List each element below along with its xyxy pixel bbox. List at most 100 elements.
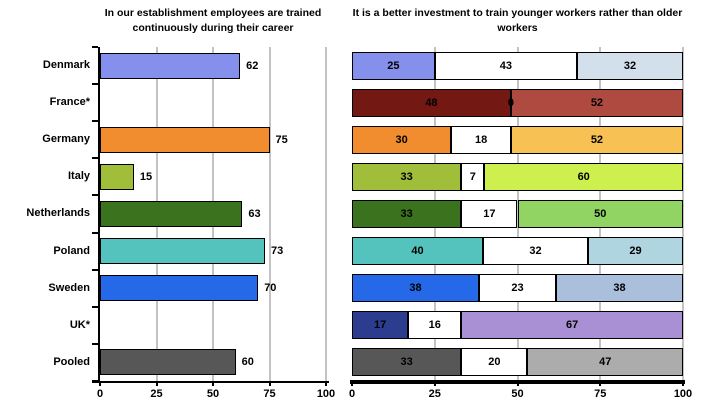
stack-segment-2-sweden <box>479 274 556 303</box>
stack-segment-value-label: 33 <box>400 207 413 220</box>
y-axis-tick <box>92 157 98 160</box>
y-axis-tick <box>92 342 98 345</box>
x-axis-tick-75 <box>268 381 271 386</box>
stack-segment-value-label: 33 <box>400 356 413 369</box>
x-axis-tick-label-50: 50 <box>511 388 524 400</box>
stack-segment-value-label: 25 <box>387 59 400 72</box>
category-label-pooled: Pooled <box>53 355 90 368</box>
bar-value-label: 62 <box>246 59 259 72</box>
stack-segment-2-denmark <box>434 51 578 80</box>
stack-segment-value-label: 33 <box>400 170 413 183</box>
y-axis-tick <box>92 46 98 48</box>
stack-segment-value-label: 17 <box>374 319 387 332</box>
stack-segment-1-france <box>352 88 511 117</box>
bar-poland <box>100 238 265 265</box>
stack-segment-value-label: 47 <box>599 356 612 369</box>
stack-segment-2-pooled <box>461 348 528 377</box>
bar-pooled <box>100 349 236 376</box>
category-label-denmark: Denmark <box>42 59 90 71</box>
category-label-france: France* <box>49 96 90 109</box>
stack-segment-3-denmark <box>577 51 683 80</box>
x-axis-line <box>92 381 329 383</box>
category-label-germany: Germany <box>42 133 90 146</box>
stack-segment-1-pooled <box>352 348 462 377</box>
right-chart-title: It is a better investment to train young… <box>352 7 683 34</box>
category-label-netherlands: Netherlands <box>26 207 90 220</box>
stack-segment-3-germany <box>510 125 683 154</box>
stack-segment-value-label: 60 <box>577 170 590 183</box>
stack-segment-2-germany <box>451 125 511 154</box>
x-axis-line <box>350 380 685 384</box>
stack-segment-value-label: 20 <box>488 356 501 369</box>
category-label-italy: Italy <box>67 170 90 183</box>
stack-segment-value-label: 52 <box>590 96 604 109</box>
stack-segment-3-italy <box>484 162 683 191</box>
stack-segment-value-label: 7 <box>469 170 476 183</box>
x-axis-tick-50 <box>212 381 214 386</box>
bar-value-label: 73 <box>270 245 284 258</box>
left-chart-title: In our establishment employees are train… <box>104 7 322 34</box>
x-axis-tick-label-0: 0 <box>348 388 356 400</box>
x-axis-tick-100 <box>325 381 327 386</box>
stack-segment-3-sweden <box>555 274 683 303</box>
y-axis-tick <box>92 380 98 382</box>
stack-segment-value-label: 32 <box>529 245 542 258</box>
stack-segment-value-label: 50 <box>594 207 607 220</box>
x-axis-tick-label-25: 25 <box>428 388 441 400</box>
stack-segment-1-poland <box>352 237 484 266</box>
bar-netherlands <box>100 200 243 227</box>
stack-segment-3-netherlands <box>517 199 683 228</box>
left-plot-area: 0 25 50 75 100 62 75 15 63 73 70 60 <box>92 46 335 400</box>
y-axis-tick <box>92 120 98 123</box>
x-axis-tick-label-75: 75 <box>594 388 607 400</box>
right-plot-area: 0 25 50 75 100 25 43 32 48 0 52 30 18 52 33 7 60 33 17 50 40… <box>349 47 692 400</box>
stack-segment-3-uk <box>461 311 683 340</box>
x-axis-tick-label-25: 25 <box>150 388 163 400</box>
bar-value-label: 63 <box>248 207 261 220</box>
stack-segment-value-label: 18 <box>474 133 488 146</box>
x-axis-tick-label-50: 50 <box>206 388 220 400</box>
stack-segment-2-italy <box>461 162 485 191</box>
stack-segment-2-poland <box>483 237 588 266</box>
gridline-100 <box>325 47 327 381</box>
y-axis-tick <box>92 231 98 234</box>
x-axis-tick-0 <box>99 381 101 386</box>
gridline-100 <box>682 47 684 381</box>
stack-segment-3-pooled <box>527 348 683 377</box>
stack-segment-2-uk <box>408 311 462 340</box>
stack-segment-value-label: 40 <box>411 245 424 258</box>
y-axis-tick <box>92 268 98 271</box>
stack-segment-value-label: 17 <box>483 207 496 220</box>
stack-segment-value-label: 38 <box>613 282 626 295</box>
bar-value-label: 15 <box>139 170 153 183</box>
bar-italy <box>100 163 134 190</box>
stack-segment-1-denmark <box>352 51 435 80</box>
x-axis-tick-label-0: 0 <box>96 388 104 400</box>
bar-value-label: 60 <box>241 356 254 369</box>
stack-segment-value-label: 29 <box>629 245 642 258</box>
stack-segment-3-poland <box>587 237 683 266</box>
stack-segment-value-label: 52 <box>590 133 604 146</box>
y-axis-line <box>98 47 100 381</box>
category-label-uk: UK* <box>69 318 90 331</box>
stack-segment-value-label: 0 <box>507 96 514 109</box>
stack-segment-1-sweden <box>352 274 480 303</box>
y-axis-tick <box>92 83 98 86</box>
stack-segment-value-label: 16 <box>428 319 441 332</box>
x-axis-tick-label-100: 100 <box>673 388 693 400</box>
x-axis-tick-25 <box>155 381 158 386</box>
x-axis-tick-label-75: 75 <box>263 388 276 400</box>
bar-sweden <box>100 275 259 302</box>
category-label-sweden: Sweden <box>48 281 90 294</box>
stack-segment-value-label: 32 <box>623 59 637 72</box>
stack-segment-1-netherlands <box>352 199 462 228</box>
bar-value-label: 75 <box>275 133 288 146</box>
stack-segment-value-label: 48 <box>425 96 438 109</box>
stack-segment-1-germany <box>352 125 452 154</box>
stack-segment-1-uk <box>352 311 409 340</box>
y-axis-tick <box>92 194 98 197</box>
stack-segment-2-netherlands <box>461 199 518 228</box>
x-axis-tick-label-100: 100 <box>316 388 336 400</box>
stack-segment-1-italy <box>352 162 462 191</box>
